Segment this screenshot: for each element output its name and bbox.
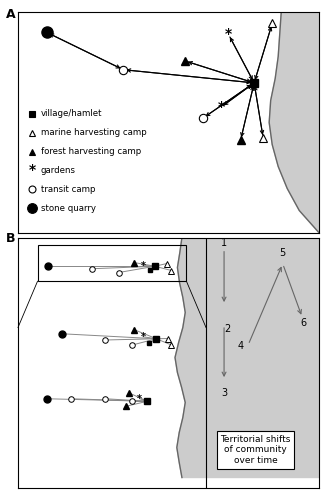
Polygon shape [269, 12, 319, 232]
Text: 3: 3 [221, 388, 227, 398]
Text: 5: 5 [280, 248, 286, 258]
Text: 6: 6 [301, 318, 307, 328]
Text: *: * [140, 332, 145, 342]
Text: *: * [225, 28, 232, 42]
Text: *: * [140, 260, 145, 270]
Text: forest harvesting camp: forest harvesting camp [41, 147, 141, 156]
Text: B: B [6, 232, 15, 245]
Text: gardens: gardens [41, 166, 76, 175]
Bar [38, 245, 186, 281]
Text: village/hamlet: village/hamlet [41, 109, 102, 118]
Text: 4: 4 [237, 341, 244, 351]
Text: 2: 2 [224, 324, 230, 334]
Text: *: * [29, 164, 36, 177]
Text: Territorial shifts
of community
over time: Territorial shifts of community over tim… [220, 435, 291, 465]
Text: stone quarry: stone quarry [41, 204, 95, 213]
Text: A: A [6, 8, 16, 21]
Text: marine harvesting camp: marine harvesting camp [41, 128, 146, 137]
Text: *: * [137, 394, 142, 404]
Text: transit camp: transit camp [41, 185, 95, 194]
Text: 1: 1 [221, 238, 227, 248]
Polygon shape [175, 238, 319, 478]
Text: *: * [217, 100, 225, 114]
